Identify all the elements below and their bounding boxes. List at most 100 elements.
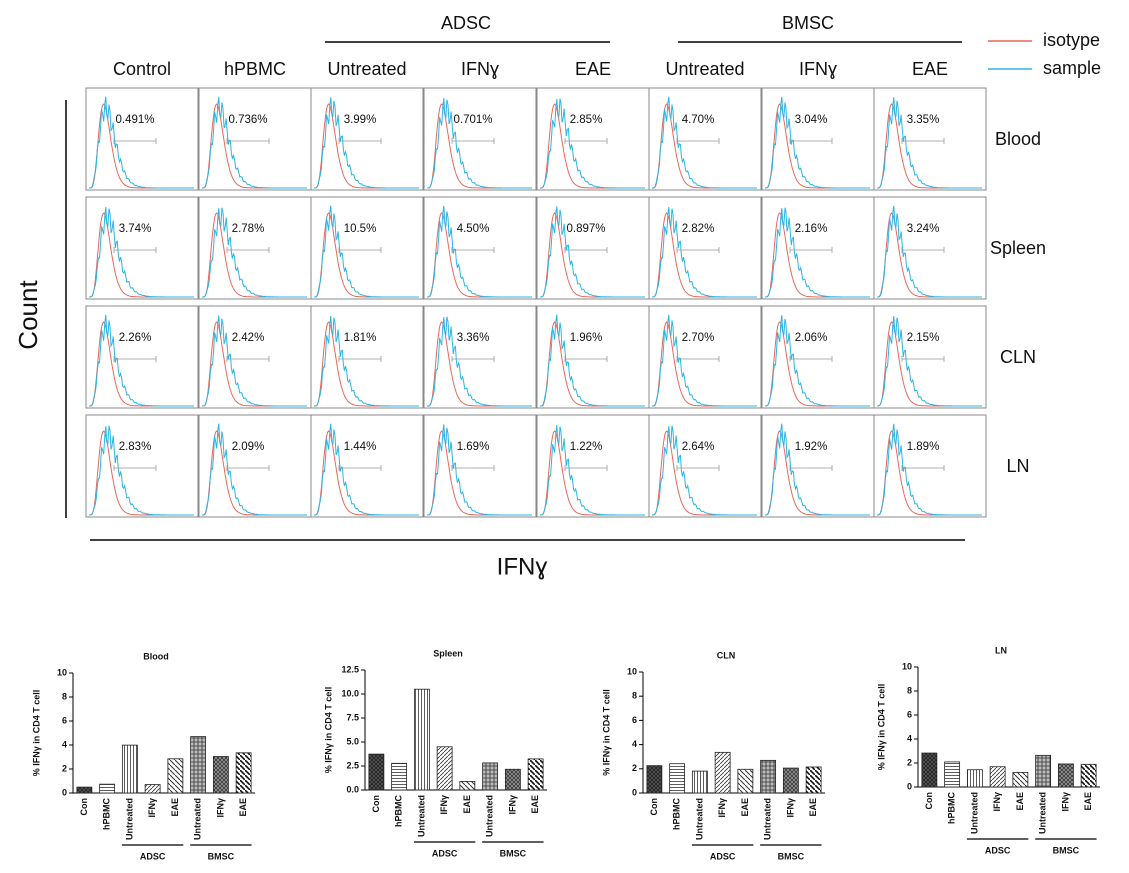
bar	[76, 786, 93, 794]
histogram-frame	[761, 305, 875, 409]
percentage: 0.736%	[228, 114, 267, 126]
percentage: 1.96%	[570, 332, 603, 344]
y-tick-label: 2.5	[346, 760, 359, 770]
bar	[391, 762, 408, 791]
sample-curve	[765, 207, 870, 298]
percentage: 2.15%	[907, 332, 940, 344]
sample-curve	[765, 315, 870, 407]
gate	[338, 356, 382, 362]
sample-curve	[89, 425, 194, 516]
x-tick-label: Untreated	[485, 795, 495, 837]
gate	[451, 356, 495, 362]
bar	[805, 766, 822, 794]
bar	[413, 688, 430, 791]
x-tick-label: Con	[371, 795, 381, 813]
gate	[676, 138, 720, 144]
x-tick-label: EAE	[530, 795, 540, 814]
y-tick-label: 10	[627, 666, 637, 676]
column-header: hPBMC	[224, 59, 286, 79]
x-tick-label: Untreated	[1038, 792, 1048, 834]
bar	[436, 746, 453, 791]
bar	[944, 761, 961, 788]
bar	[760, 759, 777, 794]
x-tick-label: Untreated	[694, 798, 704, 840]
sample-curve	[877, 316, 982, 407]
percentage: 2.16%	[795, 223, 828, 235]
percentage: 3.36%	[457, 332, 490, 344]
column-header: Control	[113, 59, 171, 79]
histogram-frame	[198, 414, 312, 518]
percentage: 1.22%	[570, 441, 603, 453]
gate	[226, 356, 270, 362]
sample-curve	[89, 96, 194, 189]
percentage: 1.81%	[344, 332, 377, 344]
gate	[226, 465, 270, 471]
y-axis-label: Count	[13, 280, 43, 350]
x-tick-label: EAE	[170, 798, 180, 817]
gate	[901, 465, 945, 471]
histogram-frame	[648, 196, 762, 300]
y-axis-label: % IFNγ in CD4 T cell	[601, 689, 611, 776]
y-tick-label: 4	[62, 739, 67, 749]
percentage: 3.99%	[344, 114, 377, 126]
percentage: 2.82%	[682, 223, 715, 235]
percentage: 4.70%	[682, 114, 715, 126]
group-label: ADSC	[985, 845, 1011, 855]
percentage: 1.44%	[344, 441, 377, 453]
x-tick-label: EAE	[462, 795, 472, 814]
histogram-frame	[423, 87, 537, 191]
legend-label: isotype	[1043, 30, 1100, 50]
gate	[338, 465, 382, 471]
group-label: ADSC	[710, 851, 736, 861]
chart-title: CLN	[717, 650, 736, 660]
histogram-frame	[648, 87, 762, 191]
bar	[368, 753, 385, 791]
bar	[782, 767, 799, 794]
gate	[901, 247, 945, 253]
percentage: 1.89%	[907, 441, 940, 453]
percentage: 2.83%	[119, 441, 152, 453]
group-header: ADSC	[441, 13, 491, 33]
histogram-frame	[310, 414, 424, 518]
group-label: BMSC	[500, 848, 527, 858]
legend-label: sample	[1043, 58, 1101, 78]
percentage: 0.491%	[115, 114, 154, 126]
bar	[989, 766, 1006, 788]
histogram-frame	[536, 414, 650, 518]
histogram-frame	[536, 196, 650, 300]
x-tick-label: IFNγ	[439, 795, 449, 815]
histogram-frame	[761, 414, 875, 518]
percentage: 0.701%	[453, 114, 492, 126]
gate	[451, 465, 495, 471]
percentage: 2.70%	[682, 332, 715, 344]
x-tick-label: Untreated	[763, 798, 773, 840]
percentage: 1.92%	[795, 441, 828, 453]
gate	[113, 247, 157, 253]
percentage: 2.64%	[682, 441, 715, 453]
column-header: IFNɣ	[799, 59, 837, 79]
percentage: 3.04%	[795, 114, 828, 126]
y-tick-label: 6	[907, 709, 912, 719]
histogram-frame	[310, 305, 424, 409]
histogram-frame	[648, 414, 762, 518]
sample-curve	[202, 423, 307, 516]
sample-curve	[540, 314, 645, 407]
x-tick-label: hPBMC	[102, 798, 112, 830]
sample-curve	[427, 424, 532, 516]
gate	[564, 247, 608, 253]
gate	[451, 138, 495, 144]
sample-curve	[652, 207, 757, 298]
gate	[564, 138, 608, 144]
group-label: BMSC	[208, 851, 235, 861]
histogram-frame	[198, 196, 312, 300]
x-tick-label: IFNγ	[717, 798, 727, 818]
gate	[226, 247, 270, 253]
sample-curve	[427, 98, 532, 189]
x-tick-label: EAE	[1083, 792, 1093, 811]
bar	[121, 744, 138, 794]
gate	[338, 138, 382, 144]
histogram-frame	[873, 196, 987, 300]
chart-title: Blood	[143, 651, 169, 661]
histogram-frame	[761, 196, 875, 300]
